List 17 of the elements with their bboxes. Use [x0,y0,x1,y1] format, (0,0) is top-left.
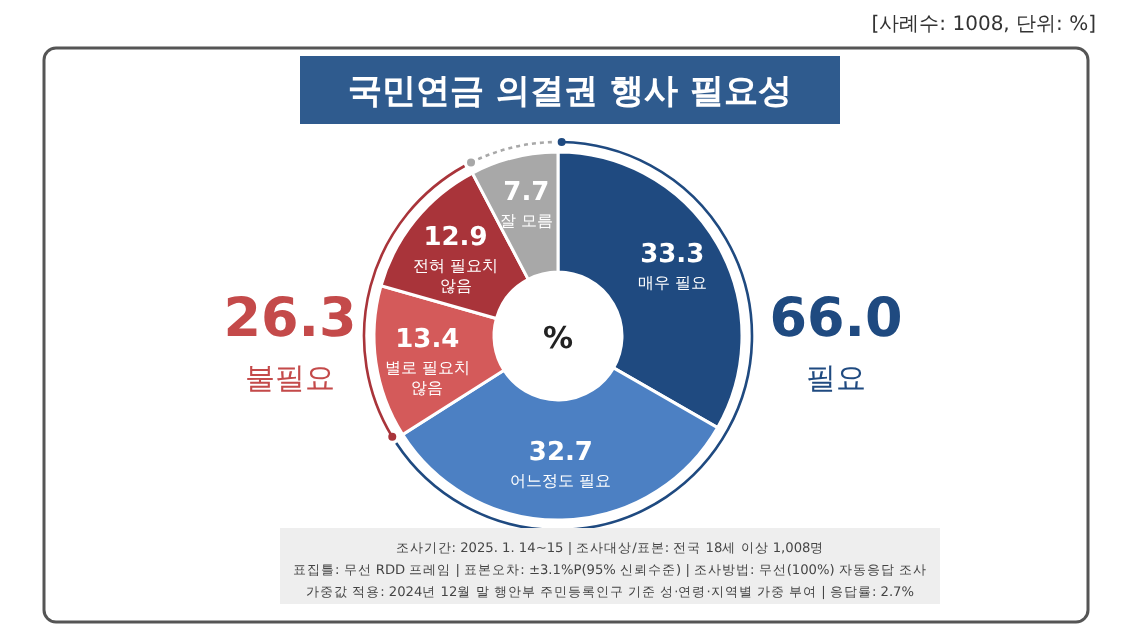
text: 26.3 [223,288,357,350]
slice-label: 별로 필요치 않음 [384,359,470,398]
data-label: 12.9 [423,222,488,253]
slice-label: 잘 모름 [499,211,553,230]
chart-title: 국민연금 의결권 행사 필요성 [348,72,792,112]
slice-label: 매우 필요 [637,273,707,292]
slice-label: 어느정도 필요 [510,471,612,490]
text: [사례수: 1008, 단위: %] [871,14,1097,36]
text: % [542,320,574,356]
data-label: 33.3 [640,239,705,270]
data-label: 7.7 [503,177,550,208]
data-label: 13.4 [395,325,460,356]
text: 66.0 [769,288,903,350]
text: 필요 [806,360,866,396]
data-label: 32.7 [528,437,593,468]
text: 불필요 [245,360,335,396]
slice-label: 전혀 필요치 않음 [412,256,499,295]
